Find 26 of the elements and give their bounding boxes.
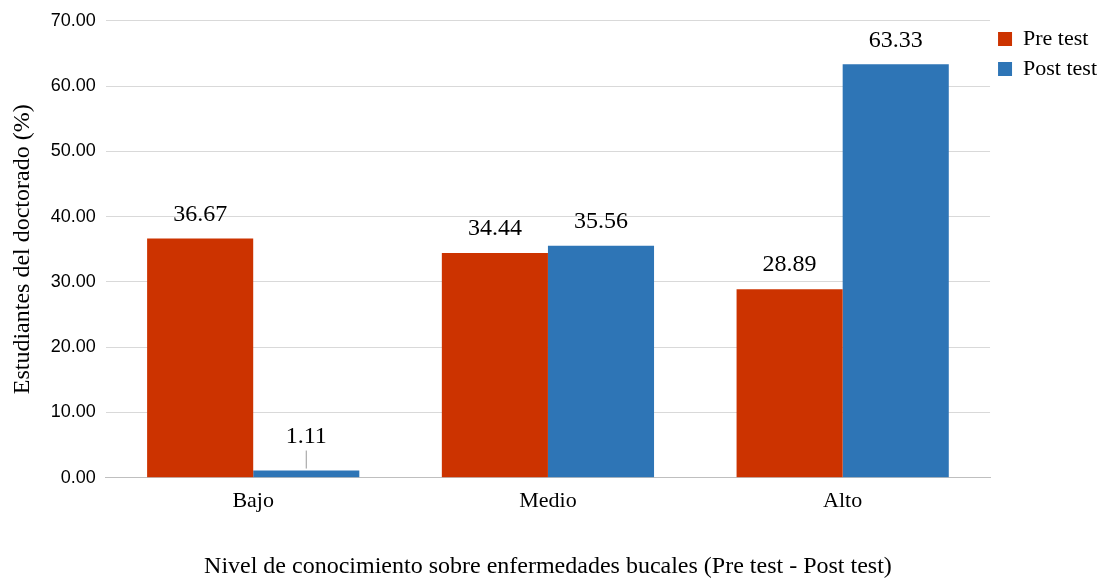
y-tick-label: 0.00 <box>60 466 96 487</box>
data-label: 35.56 <box>573 206 628 233</box>
legend-label: Pre test <box>1023 24 1089 50</box>
data-label: 28.89 <box>762 250 817 277</box>
bar <box>547 245 655 478</box>
y-tick-label: 40.00 <box>50 205 96 226</box>
bar <box>147 238 254 478</box>
data-label: 36.67 <box>173 199 228 226</box>
x-axis-title: Nivel de conocimiento sobre enfermedades bucales (Pre test - Post test) <box>204 551 892 578</box>
data-label: 63.33 <box>868 25 923 52</box>
y-tick-label: 20.00 <box>50 336 96 357</box>
y-tick-label: 70.00 <box>50 9 96 30</box>
x-tick-label: Alto <box>823 486 863 512</box>
y-tick-label: 10.00 <box>50 401 96 422</box>
y-axis-title: Estudiantes del doctorado (%) <box>7 104 34 395</box>
data-label: 34.44 <box>467 214 522 241</box>
legend-label: Post test <box>1023 54 1098 80</box>
data-label: 1.11 <box>285 421 327 448</box>
x-tick-label: Medio <box>519 486 577 512</box>
y-tick-label: 30.00 <box>50 270 96 291</box>
bar <box>441 252 548 478</box>
bar <box>842 64 949 478</box>
bar <box>736 289 843 478</box>
y-tick-label: 50.00 <box>50 140 96 161</box>
x-tick-label: Bajo <box>232 486 274 512</box>
y-tick-label: 60.00 <box>50 75 96 96</box>
